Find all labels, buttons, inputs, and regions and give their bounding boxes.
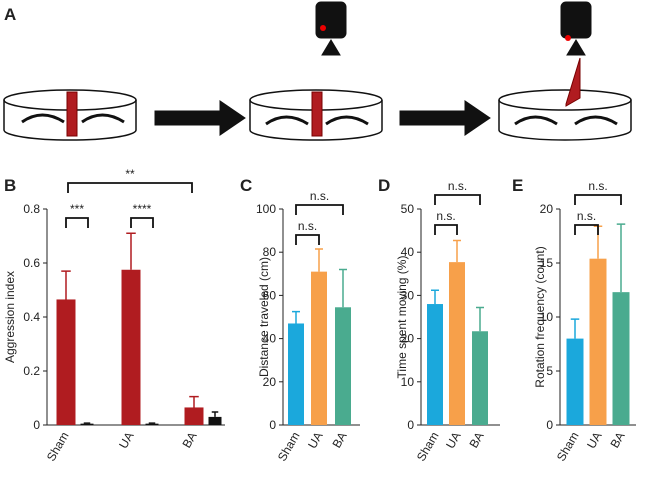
- significance-bracket: [130, 217, 154, 228]
- significance-label: n.s.: [436, 209, 455, 223]
- significance-label: n.s.: [448, 179, 467, 193]
- x-tick-label: UA: [443, 430, 463, 451]
- y-tick-label: 20: [263, 375, 277, 389]
- x-tick-label: UA: [305, 430, 325, 451]
- y-tick-label: 80: [263, 245, 277, 259]
- x-tick-label: UA: [116, 430, 136, 451]
- y-tick-label: 10: [540, 310, 554, 324]
- significance-bracket: [67, 182, 193, 193]
- x-tick-label: BA: [466, 430, 486, 451]
- significance-bracket: [295, 204, 344, 215]
- dish: [3, 89, 137, 141]
- y-tick-label: 0: [407, 418, 414, 432]
- significance-label: n.s.: [310, 189, 329, 203]
- panel-label: D: [378, 176, 390, 195]
- panel-label: A: [4, 5, 16, 24]
- y-axis-label: Aggression index: [3, 271, 17, 363]
- y-tick-label: 0.8: [23, 202, 40, 216]
- error-bar: [148, 422, 156, 424]
- y-tick-label: 0: [33, 418, 40, 432]
- y-tick-label: 0.2: [23, 364, 40, 378]
- y-tick-label: 20: [540, 202, 554, 216]
- bar: [208, 416, 222, 425]
- x-tick-label: Sham: [44, 430, 72, 464]
- y-tick-label: 60: [263, 288, 277, 302]
- bar: [449, 262, 465, 425]
- bar: [335, 307, 351, 425]
- bar: [80, 423, 94, 425]
- error-bar: [339, 268, 347, 308]
- significance-label: **: [125, 167, 135, 181]
- bar: [184, 407, 204, 425]
- bar: [589, 258, 607, 425]
- significance-bracket: [65, 217, 89, 228]
- y-axis-label: Rotation frequency (count): [533, 246, 547, 387]
- significance-label: ****: [133, 202, 152, 216]
- significance-bracket: [434, 224, 458, 235]
- significance-label: ***: [70, 202, 84, 216]
- bar: [472, 331, 488, 425]
- y-tick-label: 5: [546, 364, 553, 378]
- panel-label: E: [512, 176, 523, 195]
- y-axis-label: Distance traveled (cm): [257, 257, 271, 377]
- error-bar: [189, 395, 199, 408]
- y-tick-label: 20: [401, 332, 415, 346]
- x-tick-label: BA: [179, 430, 199, 451]
- bar: [612, 292, 630, 425]
- diagram: [3, 1, 632, 141]
- panel-label: C: [240, 176, 252, 195]
- error-bar: [453, 239, 461, 263]
- y-tick-label: 15: [540, 256, 554, 270]
- y-tick-label: 40: [401, 245, 415, 259]
- bar: [427, 304, 443, 425]
- y-tick-label: 100: [256, 202, 276, 216]
- y-tick-label: 50: [401, 202, 415, 216]
- bar: [121, 269, 141, 425]
- significance-bracket: [295, 234, 320, 245]
- error-bar: [315, 248, 323, 272]
- x-tick-label: Sham: [554, 430, 582, 464]
- dish: [249, 89, 383, 141]
- error-bar: [211, 411, 219, 417]
- significance-bracket: [434, 194, 481, 205]
- y-tick-label: 30: [401, 288, 415, 302]
- bar: [566, 338, 584, 425]
- x-tick-label: UA: [584, 430, 604, 451]
- error-bar: [570, 318, 580, 339]
- error-bar: [292, 310, 300, 324]
- bar: [145, 423, 159, 425]
- significance-label: n.s.: [298, 219, 317, 233]
- y-tick-label: 0.6: [23, 256, 40, 270]
- significance-label: n.s.: [577, 209, 596, 223]
- x-tick-label: BA: [607, 430, 627, 451]
- error-bar: [61, 270, 71, 300]
- y-tick-label: 0: [546, 418, 553, 432]
- significance-bracket: [574, 224, 599, 235]
- y-tick-label: 0.4: [23, 310, 40, 324]
- x-tick-label: Sham: [414, 430, 442, 464]
- bar: [288, 323, 304, 425]
- y-axis-label: Time spent moving (%): [395, 256, 409, 379]
- error-bar: [126, 232, 136, 270]
- error-bar: [616, 223, 626, 293]
- x-tick-label: Sham: [275, 430, 303, 464]
- bar: [56, 299, 76, 425]
- error-bar: [476, 306, 484, 332]
- y-tick-label: 40: [263, 332, 277, 346]
- significance-label: n.s.: [588, 179, 607, 193]
- significance-bracket: [574, 194, 622, 205]
- y-tick-label: 10: [401, 375, 415, 389]
- camera: [560, 1, 592, 56]
- dish: [498, 57, 632, 141]
- error-bar: [83, 422, 91, 424]
- panel-label: B: [4, 176, 16, 195]
- bar: [311, 271, 327, 425]
- error-bar: [431, 289, 439, 305]
- camera: [315, 1, 347, 56]
- y-tick-label: 0: [269, 418, 276, 432]
- x-tick-label: BA: [329, 430, 349, 451]
